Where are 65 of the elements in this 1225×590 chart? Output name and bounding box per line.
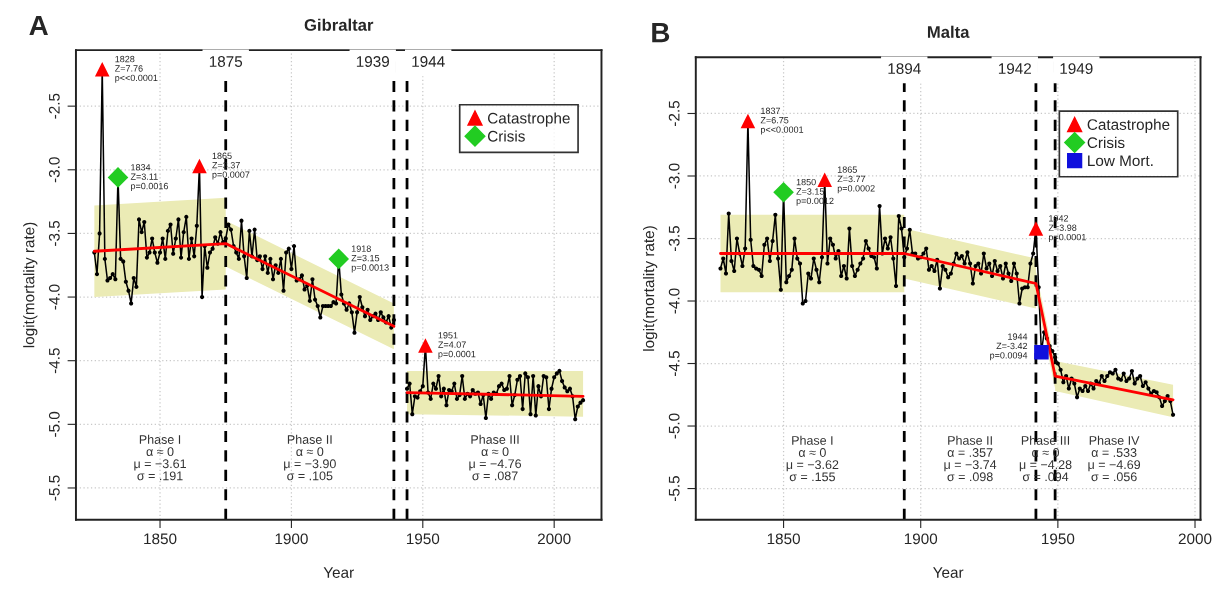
ref-line-label: 1939: [356, 56, 390, 67]
x-tick-label: 2000: [1178, 533, 1212, 545]
line-series: [719, 252, 1175, 402]
ref-line-label: 1949: [1060, 63, 1093, 75]
y-tick-label: -5.0: [48, 411, 60, 437]
annotation: Phase I α ≈ 0 μ = −3.61 σ = .191: [134, 434, 186, 481]
ref-line-label: 1894: [888, 63, 921, 75]
y-axis-title: logit(mortality rate): [643, 226, 658, 351]
y-tick-label: -4.0: [668, 288, 680, 314]
legend-label: Crisis: [487, 130, 525, 142]
annotation: Phase II α ≈ 0 μ = −3.90 σ = .105: [284, 434, 336, 481]
point: [740, 113, 756, 129]
annotation: 1951 Z=4.07 p=0.0001: [438, 332, 476, 360]
point: [1028, 221, 1044, 236]
ref-line-label: 1942: [998, 63, 1031, 75]
y-tick-label: -3.5: [668, 225, 680, 251]
chart-title: Malta: [927, 25, 970, 38]
x-tick-label: 1950: [1042, 533, 1075, 545]
x-tick-label: 1900: [275, 533, 308, 545]
point: [773, 181, 794, 203]
point: [1034, 344, 1049, 360]
y-tick-label: -4.0: [48, 284, 60, 310]
annotation: 1944 Z=-3.42 p=0.0094: [990, 333, 1028, 361]
y-tick-label: -3.0: [48, 157, 60, 183]
y-tick-label: -5.5: [49, 475, 60, 501]
y-tick-label: -5.0: [668, 413, 680, 439]
y-tick-label: -5.5: [668, 476, 680, 502]
x-tick-label: 1850: [767, 533, 800, 545]
point: [418, 338, 433, 353]
legend-label: Catastrophe: [487, 112, 570, 127]
y-axis-title: logit(mortality rate): [23, 222, 38, 348]
legend-label: Crisis: [1087, 136, 1125, 149]
annotation: Phase III α ≈ 0 μ = −4.76 σ = .087: [469, 434, 522, 481]
annotation: 1834 Z=3.11 p=0.0016: [130, 164, 168, 192]
y-tick-label: -2.5: [48, 93, 60, 119]
ref-line-label: 1944: [412, 56, 445, 67]
y-tick-label: -4.5: [49, 348, 60, 374]
x-tick-label: 1850: [144, 533, 177, 545]
text: A: [29, 15, 48, 35]
text: B: [652, 23, 670, 43]
annotation: Phase IV α = .533 μ = −4.69 σ = .056: [1088, 435, 1141, 482]
legend-label: Catastrophe: [1087, 118, 1170, 134]
x-axis-title: Year: [323, 567, 354, 578]
x-tick-label: 1900: [904, 533, 938, 545]
y-tick-label: -3.0: [668, 163, 680, 189]
point: [94, 61, 110, 77]
annotation: 1918 Z=3.15 p=0.0013: [351, 245, 389, 273]
point: [328, 248, 350, 270]
point: [107, 167, 129, 188]
x-tick-label: 1950: [406, 533, 440, 545]
ref-line-label: 1875: [209, 56, 243, 67]
y-tick-label: -3.5: [48, 220, 60, 246]
y-tick-label: -4.5: [668, 351, 680, 376]
chart-title: Gibraltar: [304, 18, 374, 31]
point: [192, 158, 207, 174]
point: [817, 172, 832, 188]
annotation: 1828 Z=7.76 p<<0.0001: [115, 55, 158, 83]
x-axis-title: Year: [933, 567, 964, 578]
annotation: 1837 Z=6.75 p<<0.0001: [760, 107, 804, 135]
annotation: 1865 Z=3.77 p=0.0002: [837, 166, 875, 194]
x-tick-label: 2000: [537, 533, 571, 545]
y-tick-label: -2.5: [668, 100, 680, 126]
legend-label: Low Mort.: [1088, 155, 1153, 167]
annotation: Phase II α = .357 μ = −3.74 σ = .098: [944, 435, 997, 482]
annotation: Phase I α ≈ 0 μ = −3.62 σ = .155: [786, 435, 839, 482]
